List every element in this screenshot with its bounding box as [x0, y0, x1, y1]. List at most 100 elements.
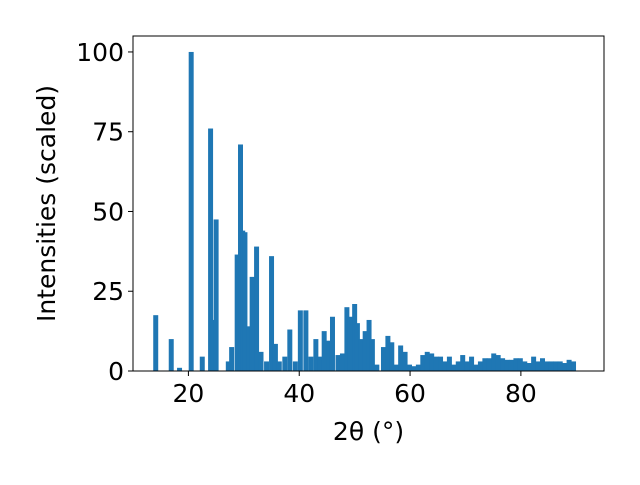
bar	[249, 276, 255, 371]
bar	[272, 343, 278, 371]
bar	[352, 304, 358, 371]
bar	[210, 319, 216, 371]
bar	[451, 364, 457, 371]
bar	[374, 364, 380, 371]
bar	[562, 363, 568, 371]
bars-group	[153, 51, 577, 371]
bar	[420, 355, 426, 371]
y-axis-ticks: 0 25 50 75 100	[76, 38, 133, 386]
bar	[491, 353, 497, 371]
bar	[548, 361, 554, 371]
bar	[535, 361, 541, 371]
x-axis-ticks: 20 40 60 80	[173, 371, 537, 408]
bar	[380, 347, 386, 371]
bar	[269, 256, 275, 371]
bar	[344, 307, 350, 371]
bar	[407, 364, 412, 371]
bar	[254, 246, 260, 371]
bar	[308, 356, 314, 371]
bar	[508, 359, 514, 371]
bar	[389, 342, 395, 371]
bar	[326, 340, 332, 371]
bar	[464, 361, 470, 371]
bar	[433, 356, 439, 371]
bar	[385, 335, 391, 371]
bar	[258, 351, 264, 371]
bar	[303, 310, 309, 371]
bar	[517, 358, 523, 371]
y-tick-label: 25	[92, 277, 124, 306]
x-tick-label: 20	[173, 379, 205, 408]
plot-frame	[132, 35, 605, 372]
bar	[297, 310, 303, 371]
bar	[398, 345, 404, 371]
bar	[347, 316, 353, 371]
bar	[486, 358, 492, 371]
bar	[553, 361, 559, 371]
bar	[477, 361, 483, 371]
bar	[513, 358, 519, 371]
bar	[366, 319, 372, 371]
bar	[282, 356, 288, 371]
bar	[321, 331, 327, 371]
x-tick-label: 60	[394, 379, 426, 408]
bar	[495, 355, 501, 371]
bar	[526, 363, 532, 371]
bar	[402, 351, 408, 371]
x-axis-label: 2θ (°)	[333, 417, 404, 446]
bar	[460, 355, 466, 371]
bar	[415, 364, 421, 371]
bar	[213, 219, 219, 371]
bar	[313, 339, 319, 371]
bar	[393, 364, 399, 371]
bar	[199, 356, 205, 371]
bar	[276, 361, 282, 371]
bar	[531, 356, 537, 371]
y-tick-label: 100	[76, 38, 124, 67]
bar	[566, 359, 572, 371]
bar	[358, 339, 364, 371]
y-tick-label: 50	[92, 197, 124, 226]
bar	[482, 358, 488, 371]
bar	[242, 232, 248, 371]
bar	[442, 361, 448, 371]
bar	[438, 356, 444, 371]
bar	[473, 364, 479, 371]
bar	[234, 254, 240, 371]
bar	[335, 355, 341, 371]
x-tick-label: 40	[283, 379, 315, 408]
bar	[544, 361, 550, 371]
bar	[329, 316, 335, 371]
y-axis-label: Intensities (scaled)	[32, 85, 61, 322]
bar	[168, 339, 174, 371]
bar	[455, 361, 461, 371]
bar	[153, 315, 159, 371]
bar	[540, 358, 545, 371]
bar	[429, 353, 435, 371]
bar	[571, 361, 577, 371]
bar	[264, 361, 270, 371]
bar	[317, 356, 323, 371]
y-tick-label: 75	[92, 118, 124, 147]
bar	[504, 359, 510, 371]
bar	[557, 361, 563, 371]
bar	[339, 353, 345, 371]
bar	[292, 361, 298, 371]
y-tick-label: 0	[108, 357, 124, 386]
bar	[229, 347, 235, 371]
bar	[446, 356, 452, 371]
bar	[287, 329, 293, 371]
bar	[177, 367, 183, 371]
bar	[208, 128, 214, 371]
bar	[411, 366, 417, 371]
bar	[188, 51, 194, 371]
bar	[369, 339, 375, 371]
bar	[500, 358, 506, 371]
bar	[469, 356, 475, 371]
bar	[225, 361, 231, 371]
bar	[246, 326, 252, 371]
bar	[424, 351, 430, 371]
bar	[354, 323, 360, 371]
